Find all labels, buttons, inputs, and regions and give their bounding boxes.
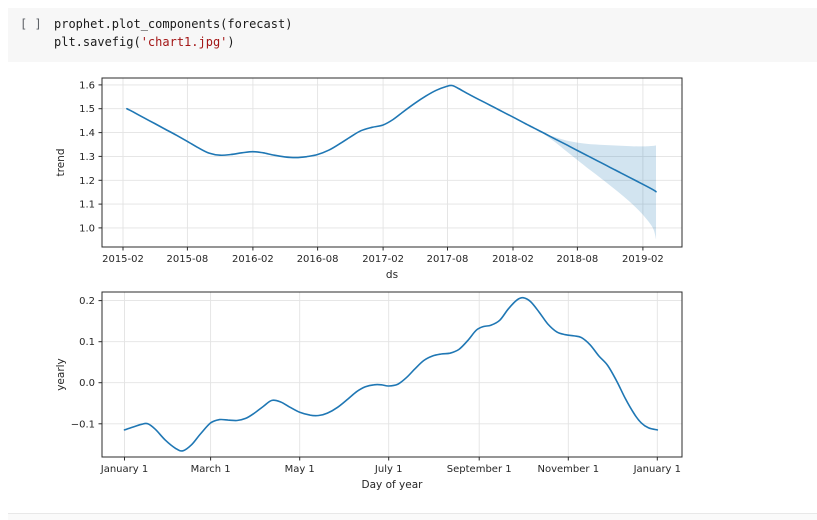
- x-tick-label: January 1: [633, 464, 681, 475]
- code-text: prophet.plot_components(forecast): [54, 17, 293, 31]
- code-line-2: plt.savefig('chart1.jpg'): [54, 33, 292, 51]
- grid-lines: [102, 78, 682, 247]
- x-tick-label: 2017-02: [362, 254, 404, 265]
- y-tick-label: 0.2: [79, 296, 95, 307]
- code-text: ): [227, 35, 235, 49]
- y-tick-label: 1.5: [79, 104, 95, 115]
- y-tick-label: −0.1: [71, 419, 95, 430]
- trend-line: [126, 84, 657, 193]
- plot-border: [101, 291, 683, 458]
- x-tick-label: November 1: [538, 464, 600, 475]
- axis-ticks: January 1 March 1 May 1 July 1 September 1 No…: [71, 296, 681, 475]
- x-tick-label: 2016-02: [232, 254, 274, 265]
- yearly-chart: January 1 March 1 May 1 July 1 September 1 No…: [55, 291, 683, 491]
- code-text: plt.savefig(: [54, 35, 141, 49]
- y-tick-label: 1.3: [79, 152, 95, 163]
- plot-border: [101, 77, 683, 248]
- trend-chart: 2015-02 2015-08 2016-02 2016-08 2017-02 2017-…: [55, 77, 683, 281]
- y-axis-label: yearly: [55, 358, 67, 391]
- x-tick-label: January 1: [100, 464, 148, 475]
- x-tick-label: 2016-08: [297, 254, 339, 265]
- x-tick-label: 2015-02: [102, 254, 144, 265]
- x-tick-label: 2017-08: [427, 254, 469, 265]
- y-tick-label: 1.1: [79, 200, 95, 211]
- next-cell-edge: [8, 513, 817, 520]
- cell-run-button[interactable]: [ ]: [20, 17, 42, 31]
- x-tick-label: 2018-02: [492, 254, 534, 265]
- code-cell[interactable]: [ ] prophet.plot_components(forecast)plt…: [8, 8, 817, 62]
- x-tick-label: July 1: [374, 464, 403, 475]
- x-tick-label: 2015-08: [167, 254, 209, 265]
- y-axis-label: trend: [55, 149, 67, 177]
- y-tick-label: 0.1: [79, 337, 95, 348]
- grid-lines: [102, 292, 682, 457]
- code-string-literal: 'chart1.jpg': [140, 35, 228, 49]
- y-tick-label: 1.0: [79, 223, 95, 234]
- x-axis-label: Day of year: [362, 479, 424, 491]
- x-axis-label: ds: [386, 269, 398, 281]
- y-tick-label: 1.2: [79, 176, 95, 187]
- x-tick-label: September 1: [447, 464, 512, 475]
- x-tick-label: 2018-08: [557, 254, 599, 265]
- y-tick-label: 0.0: [79, 378, 95, 389]
- y-tick-label: 1.4: [79, 128, 95, 139]
- code-line-1: prophet.plot_components(forecast): [54, 15, 292, 33]
- y-tick-label: 1.6: [79, 80, 95, 91]
- x-tick-label: March 1: [191, 464, 231, 475]
- code-editor[interactable]: prophet.plot_components(forecast) plt.sav…: [46, 8, 292, 51]
- yearly-line: [123, 296, 659, 452]
- axis-ticks: 2015-02 2015-08 2016-02 2016-08 2017-02 2017-…: [79, 80, 664, 265]
- x-tick-label: 2019-02: [622, 254, 664, 265]
- uncertainty-band: [542, 133, 657, 240]
- x-tick-label: May 1: [285, 464, 315, 475]
